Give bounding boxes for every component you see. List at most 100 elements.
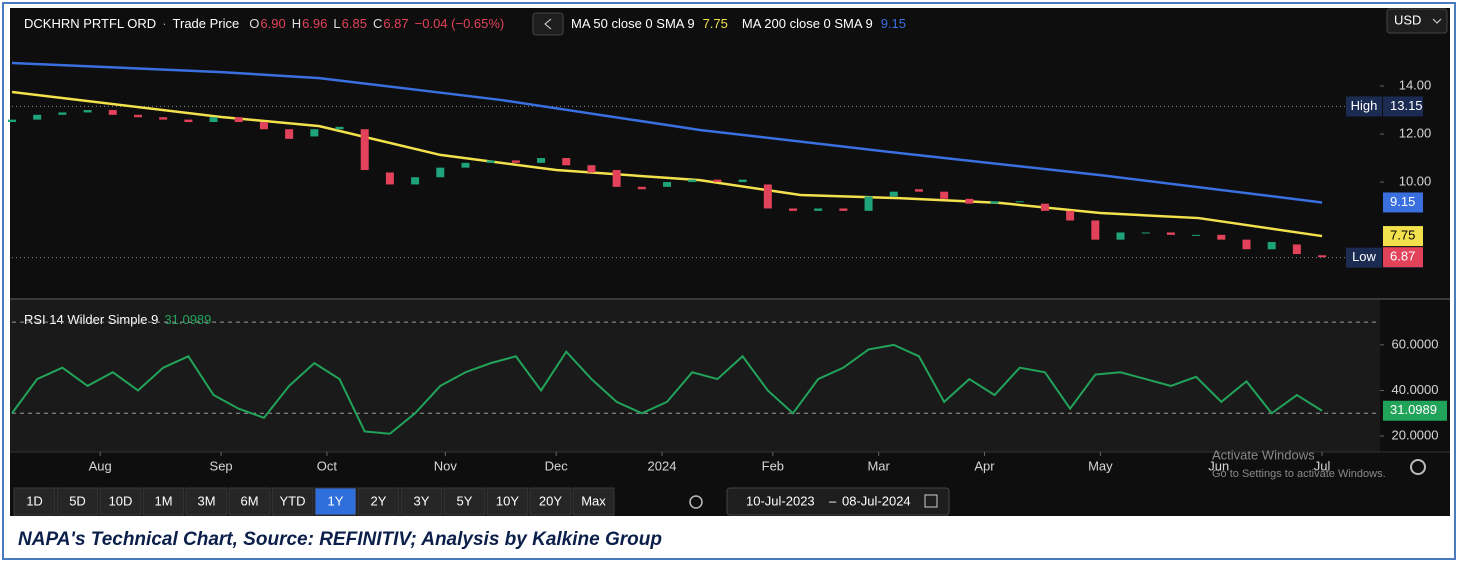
- candle: [864, 196, 873, 211]
- candle: [1141, 232, 1150, 234]
- candle: [1166, 232, 1175, 235]
- candle: [914, 189, 923, 192]
- candle: [788, 208, 797, 211]
- value-tag: [1383, 400, 1447, 421]
- range-button[interactable]: [314, 487, 357, 516]
- range-button[interactable]: [271, 487, 314, 516]
- candle: [814, 208, 823, 211]
- candle: [33, 114, 42, 120]
- range-button[interactable]: [142, 487, 185, 516]
- currency-dropdown[interactable]: [1386, 8, 1448, 34]
- calendar-icon[interactable]: [924, 494, 938, 508]
- candle: [486, 160, 495, 163]
- candle: [1318, 255, 1327, 258]
- symbol: DCKHRN PRTFL ORD: [24, 16, 156, 31]
- value-tag: [1383, 192, 1423, 213]
- range-button[interactable]: [185, 487, 228, 516]
- change: −0.04 (−0.65%): [415, 16, 505, 31]
- candle: [612, 170, 621, 187]
- dropdown-icon: [1432, 18, 1442, 24]
- candle: [537, 158, 546, 163]
- header: DCKHRN PRTFL ORD · Trade Price O6.90 H6.96 L6…: [24, 16, 504, 31]
- range-label: 3Y: [414, 493, 430, 508]
- rsi-header: RSI 14 Wilder Simple 9 31.0989: [24, 312, 211, 327]
- candle: [159, 117, 168, 120]
- range-button[interactable]: [228, 487, 271, 516]
- range-label: 1M: [154, 493, 172, 508]
- range-button[interactable]: [13, 487, 56, 516]
- candle: [763, 184, 772, 209]
- candle: [990, 201, 999, 204]
- candle: [1217, 234, 1226, 240]
- marker-value: 13.15: [1390, 98, 1423, 113]
- watermark: Go to Settings to activate Windows.: [1212, 468, 1386, 480]
- separator: ·: [162, 16, 166, 31]
- candle: [663, 182, 672, 187]
- candle: [360, 129, 369, 171]
- settings-icon[interactable]: [1410, 459, 1426, 475]
- x-tick-label: Nov: [434, 458, 458, 473]
- x-tick-label: Sep: [210, 458, 233, 473]
- value-tag-label: 7.75: [1390, 228, 1415, 243]
- range-button[interactable]: [572, 487, 615, 516]
- quote-value: 6.96: [302, 16, 327, 31]
- candle: [1192, 234, 1201, 236]
- range-button[interactable]: [99, 487, 142, 516]
- range-label: 10Y: [496, 493, 519, 508]
- marker-tag: [1383, 96, 1423, 117]
- date-to: 08-Jul-2024: [842, 493, 911, 508]
- quote-key: O: [249, 16, 259, 31]
- x-tick-label: Apr: [974, 458, 995, 473]
- range-label: 3M: [197, 493, 215, 508]
- collapse-button[interactable]: [532, 12, 564, 36]
- range-button[interactable]: [486, 487, 529, 516]
- candle: [285, 129, 294, 139]
- x-tick-label: Dec: [545, 458, 569, 473]
- range-label: YTD: [280, 493, 306, 508]
- range-label: 6M: [240, 493, 258, 508]
- candle: [234, 117, 243, 123]
- y-tick-label: 40.0000: [1392, 382, 1439, 397]
- candle: [1091, 220, 1100, 240]
- candle: [133, 114, 142, 118]
- legend-name: MA 50 close 0 SMA 9: [571, 16, 695, 31]
- y-tick-label: 60.0000: [1392, 336, 1439, 351]
- quote-value: 6.87: [383, 16, 408, 31]
- x-tick-label: Jul: [1314, 458, 1331, 473]
- candle: [58, 112, 67, 115]
- candle: [839, 208, 848, 211]
- marker-tag: [1346, 247, 1382, 268]
- x-tick-label: Mar: [867, 458, 890, 473]
- legend-value: 7.75: [703, 16, 728, 31]
- value-tag-label: 9.15: [1390, 194, 1415, 209]
- candle: [965, 198, 974, 204]
- x-tick-label: Oct: [317, 458, 338, 473]
- candle: [637, 186, 646, 190]
- candle: [738, 179, 747, 183]
- field: Trade Price: [173, 16, 240, 31]
- candle: [1116, 232, 1125, 240]
- range-button[interactable]: [400, 487, 443, 516]
- rsi-line: [11, 343, 1323, 435]
- date-range[interactable]: [726, 487, 950, 516]
- candle: [1066, 210, 1075, 221]
- legend: MA 50 close 0 SMA 9 7.75 MA 200 close 0 SM…: [571, 16, 906, 31]
- date-sep: –: [829, 493, 837, 508]
- range-button[interactable]: [443, 487, 486, 516]
- range-button[interactable]: [529, 487, 572, 516]
- rsi-title: RSI 14 Wilder Simple 9: [24, 312, 158, 327]
- watermark: Activate Windows: [1212, 447, 1315, 462]
- range-settings-icon[interactable]: [689, 495, 703, 509]
- candle: [436, 167, 445, 178]
- candle: [310, 129, 319, 137]
- quote-key: C: [373, 16, 382, 31]
- range-button[interactable]: [357, 487, 400, 516]
- caption: NAPA's Technical Chart, Source: REFINITI…: [18, 529, 662, 550]
- range-label: 5Y: [457, 493, 473, 508]
- range-button[interactable]: [56, 487, 99, 516]
- range-label: 5D: [69, 493, 86, 508]
- candle: [335, 126, 344, 130]
- quote-key: H: [292, 16, 301, 31]
- marker-tag: [1346, 96, 1382, 117]
